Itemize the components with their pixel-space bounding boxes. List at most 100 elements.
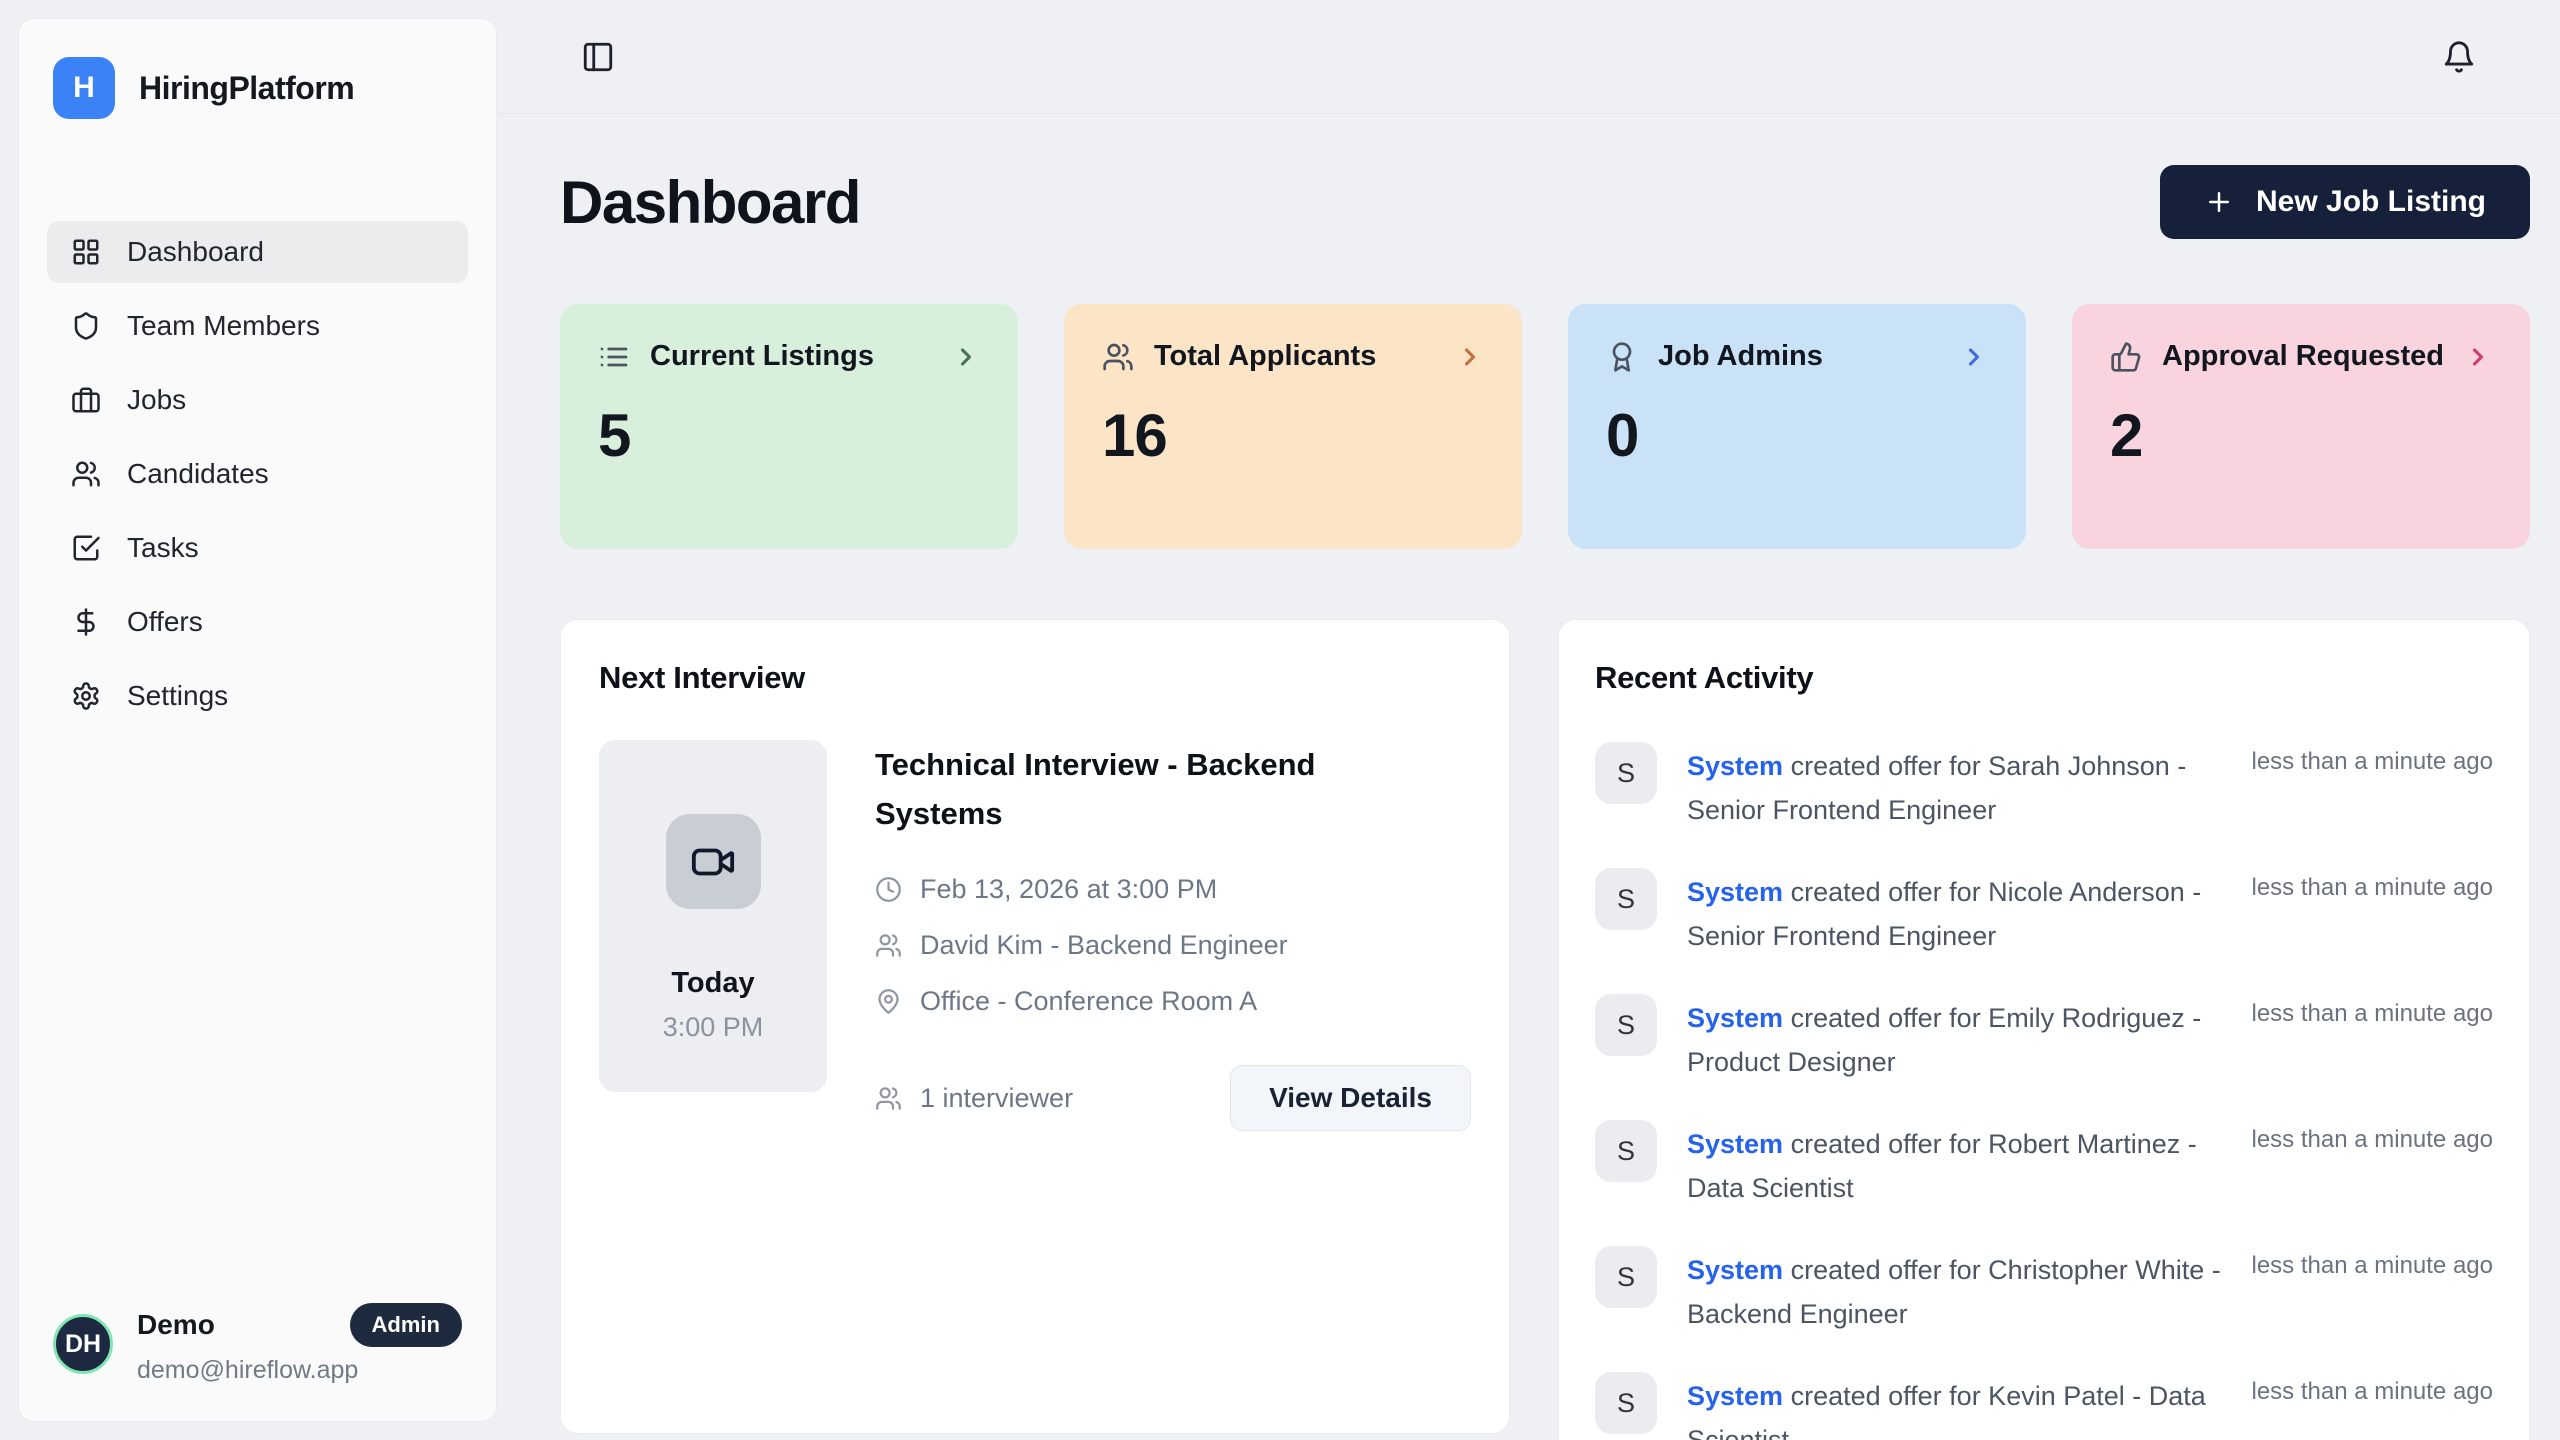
stat-card-job-admins[interactable]: Job Admins 0 — [1568, 304, 2026, 549]
sidebar-item-jobs[interactable]: Jobs — [47, 369, 468, 431]
next-interview-panel: Next Interview Today 3:00 PM Technical I… — [560, 619, 1510, 1434]
activity-actor-link[interactable]: System — [1687, 877, 1784, 907]
sidebar-item-dashboard[interactable]: Dashboard — [47, 221, 468, 283]
interview-datetime: Feb 13, 2026 at 3:00 PM — [920, 874, 1218, 904]
avatar: DH — [53, 1314, 113, 1374]
avatar-initials: DH — [64, 1329, 102, 1358]
interview-candidate: David Kim - Backend Engineer — [920, 930, 1288, 960]
activity-avatar: S — [1595, 1246, 1657, 1308]
brand-name: HiringPlatform — [139, 69, 355, 106]
stat-card-approval-requested[interactable]: Approval Requested 2 — [2072, 304, 2530, 549]
interview-location: Office - Conference Room A — [920, 986, 1258, 1016]
activity-text: System created offer for Nicole Anderson… — [1687, 870, 2224, 958]
page-title: Dashboard — [560, 168, 861, 236]
sidebar-item-label: Jobs — [127, 384, 187, 415]
view-details-button[interactable]: View Details — [1230, 1065, 1471, 1131]
award-icon — [1606, 341, 1638, 373]
stats-row: Current Listings 5 Total Applicants 16 J… — [560, 304, 2530, 549]
role-badge: Admin — [349, 1303, 462, 1347]
activity-text: System created offer for Kevin Patel - D… — [1687, 1374, 2224, 1440]
activity-message: created offer for Christopher White - Ba… — [1687, 1255, 2221, 1329]
interview-time: 3:00 PM — [662, 1012, 764, 1042]
activity-item: S System created offer for Nicole Anders… — [1595, 868, 2493, 958]
new-job-listing-label: New Job Listing — [2255, 185, 2486, 218]
map-pin-icon — [875, 988, 902, 1015]
sidebar-item-label: Team Members — [127, 310, 320, 341]
activity-list: S System created offer for Sarah Johnson… — [1595, 742, 2493, 1440]
page-header: Dashboard New Job Listing — [560, 164, 2530, 240]
brand: H HiringPlatform — [47, 51, 468, 125]
user-menu[interactable]: DH Demo Admin demo@hireflow.app — [47, 1299, 468, 1389]
activity-avatar: S — [1595, 1372, 1657, 1434]
thumbs-up-icon — [2110, 341, 2142, 373]
plus-icon — [2204, 187, 2234, 217]
activity-actor-link[interactable]: System — [1687, 751, 1784, 781]
interview-details: Technical Interview - Backend Systems Fe… — [875, 740, 1471, 1131]
sidebar-item-offers[interactable]: Offers — [47, 591, 468, 653]
dashboard-columns: Next Interview Today 3:00 PM Technical I… — [560, 619, 2530, 1440]
bell-icon — [2442, 40, 2476, 74]
sidebar-item-tasks[interactable]: Tasks — [47, 517, 468, 579]
activity-item: S System created offer for Sarah Johnson… — [1595, 742, 2493, 832]
video-tile — [665, 814, 761, 909]
sidebar-spacer — [47, 727, 468, 1299]
sidebar-item-label: Settings — [127, 680, 229, 711]
activity-item: S System created offer for Emily Rodrigu… — [1595, 994, 2493, 1084]
clock-icon — [875, 876, 902, 903]
topbar — [497, 0, 2560, 114]
sidebar-item-candidates[interactable]: Candidates — [47, 443, 468, 505]
activity-timestamp: less than a minute ago — [2251, 1252, 2494, 1279]
sidebar-item-label: Offers — [127, 606, 203, 637]
activity-avatar: S — [1595, 1120, 1657, 1182]
sidebar-item-team-members[interactable]: Team Members — [47, 295, 468, 357]
activity-item: S System created offer for Robert Martin… — [1595, 1120, 2493, 1210]
activity-message: created offer for Kevin Patel - Data Sci… — [1687, 1381, 2206, 1440]
sidebar-toggle-button[interactable] — [575, 34, 621, 80]
interview-candidate-row: David Kim - Backend Engineer — [875, 930, 1471, 961]
activity-timestamp: less than a minute ago — [2251, 1378, 2494, 1405]
activity-actor-link[interactable]: System — [1687, 1255, 1784, 1285]
sidebar-item-label: Tasks — [127, 532, 199, 563]
activity-timestamp: less than a minute ago — [2251, 748, 2494, 775]
activity-text: System created offer for Emily Rodriguez… — [1687, 996, 2224, 1084]
user-email: demo@hireflow.app — [137, 1356, 359, 1384]
recent-activity-title: Recent Activity — [1595, 660, 1814, 695]
activity-timestamp: less than a minute ago — [2251, 874, 2494, 901]
next-interview-title: Next Interview — [599, 660, 805, 695]
chevron-right-icon — [1960, 343, 1988, 371]
interview-when-tile: Today 3:00 PM — [599, 740, 827, 1092]
activity-actor-link[interactable]: System — [1687, 1129, 1784, 1159]
stat-value: 16 — [1102, 402, 1168, 469]
briefcase-icon — [71, 385, 101, 415]
video-icon — [690, 839, 736, 885]
panel-left-icon — [581, 40, 615, 74]
sidebar-item-settings[interactable]: Settings — [47, 665, 468, 727]
activity-actor-link[interactable]: System — [1687, 1381, 1784, 1411]
sidebar-nav: Dashboard Team Members Jobs Candidates T… — [47, 221, 468, 727]
stat-value: 0 — [1606, 402, 1639, 469]
stat-label: Approval Requested — [2162, 340, 2444, 372]
sidebar-item-label: Candidates — [127, 458, 269, 489]
activity-text: System created offer for Christopher Whi… — [1687, 1248, 2224, 1336]
brand-logo: H — [53, 57, 115, 119]
activity-avatar: S — [1595, 742, 1657, 804]
activity-avatar: S — [1595, 868, 1657, 930]
stat-card-total-applicants[interactable]: Total Applicants 16 — [1064, 304, 1522, 549]
interview-datetime-row: Feb 13, 2026 at 3:00 PM — [875, 874, 1471, 905]
stat-card-current-listings[interactable]: Current Listings 5 — [560, 304, 1018, 549]
interviewer-count-row: 1 interviewer — [875, 1083, 1073, 1114]
activity-avatar: S — [1595, 994, 1657, 1056]
users-icon — [875, 1085, 902, 1112]
activity-timestamp: less than a minute ago — [2251, 1000, 2494, 1027]
activity-text: System created offer for Robert Martinez… — [1687, 1122, 2224, 1210]
activity-message: created offer for Robert Martinez - Data… — [1687, 1129, 2197, 1203]
new-job-listing-button[interactable]: New Job Listing — [2159, 165, 2530, 239]
notifications-button[interactable] — [2436, 34, 2482, 80]
recent-activity-panel: Recent Activity S System created offer f… — [1558, 619, 2530, 1440]
brand-logo-letter: H — [73, 71, 95, 104]
interview-location-row: Office - Conference Room A — [875, 986, 1471, 1017]
activity-text: System created offer for Sarah Johnson -… — [1687, 744, 2224, 832]
activity-actor-link[interactable]: System — [1687, 1003, 1784, 1033]
activity-item: S System created offer for Christopher W… — [1595, 1246, 2493, 1336]
stat-value: 5 — [598, 402, 631, 469]
